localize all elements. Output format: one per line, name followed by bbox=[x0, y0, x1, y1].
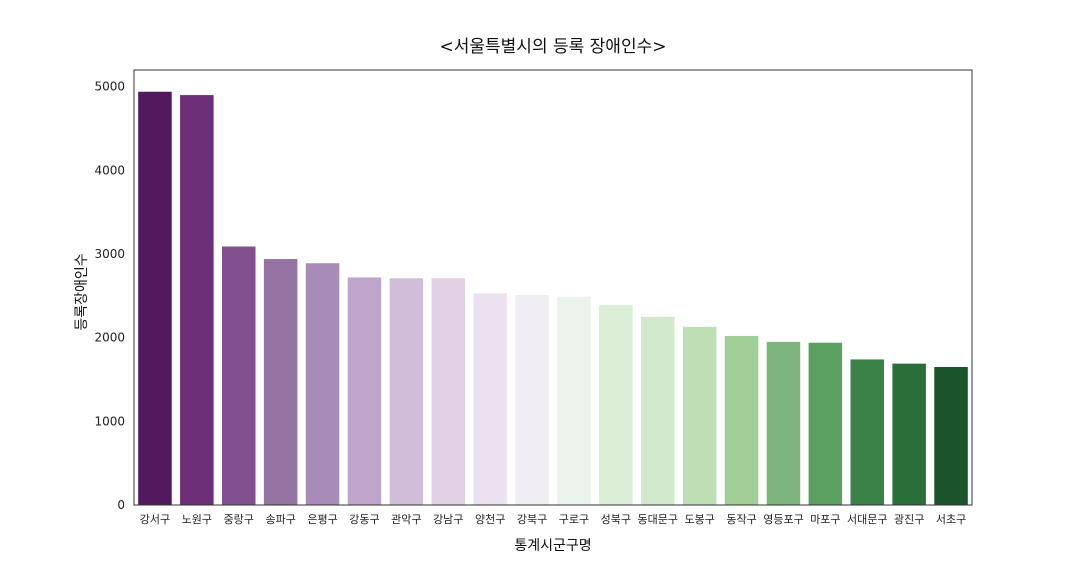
y-tick-label: 2000 bbox=[94, 331, 125, 345]
y-tick-label: 1000 bbox=[94, 414, 125, 428]
bar-노원구 bbox=[180, 95, 214, 505]
x-tick-label: 노원구 bbox=[182, 513, 212, 526]
x-tick-label: 은평구 bbox=[307, 513, 337, 526]
bar-강서구 bbox=[138, 91, 172, 505]
bar-동대문구 bbox=[640, 316, 675, 505]
bar-강북구 bbox=[515, 295, 549, 505]
bar-도봉구 bbox=[682, 326, 717, 505]
x-tick-label: 동대문구 bbox=[638, 513, 678, 526]
x-tick-label: 서초구 bbox=[936, 513, 966, 526]
x-tick-label: 영등포구 bbox=[763, 513, 803, 526]
x-tick-label: 도봉구 bbox=[684, 513, 714, 526]
bar-서대문구 bbox=[850, 359, 885, 505]
x-tick-label: 동작구 bbox=[726, 513, 756, 526]
y-axis-label: 등록장애인수 bbox=[74, 253, 90, 330]
bar-동작구 bbox=[724, 336, 759, 505]
x-tick-label: 송파구 bbox=[265, 513, 295, 526]
plot-frame bbox=[133, 69, 973, 506]
x-tick-label: 중랑구 bbox=[224, 513, 254, 526]
chart-title: <서울특별시의 등록 장애인수> bbox=[440, 37, 667, 57]
bars-group bbox=[138, 91, 968, 505]
bar-광진구 bbox=[892, 363, 926, 505]
bar-강남구 bbox=[431, 278, 466, 505]
x-tick-label: 광진구 bbox=[894, 513, 924, 526]
bar-성북구 bbox=[599, 305, 633, 505]
x-tick-label: 서대문구 bbox=[847, 513, 887, 526]
bar-양천구 bbox=[473, 293, 507, 505]
x-axis-label: 통계시군구명 bbox=[514, 538, 591, 554]
x-tick-label: 구로구 bbox=[559, 513, 589, 526]
x-tick-label: 관악구 bbox=[391, 513, 421, 526]
y-tick-label: 3000 bbox=[94, 247, 125, 261]
bar-강동구 bbox=[347, 277, 382, 505]
x-tick-label: 강동구 bbox=[349, 513, 379, 526]
bar-구로구 bbox=[557, 296, 591, 505]
bar-송파구 bbox=[263, 259, 298, 505]
y-axis: 0 1000 2000 3000 4000 5000 bbox=[94, 80, 125, 512]
x-tick-label: 강서구 bbox=[140, 513, 170, 526]
bar-서초구 bbox=[934, 366, 968, 505]
bar-마포구 bbox=[808, 342, 843, 505]
bar-은평구 bbox=[305, 263, 340, 505]
x-tick-label: 성북구 bbox=[601, 513, 631, 526]
x-axis: 강서구 노원구 중랑구 송파구 은평구 강동구 관악구 강남구 양천구 강북구 구로구 성북구 동대문구… bbox=[140, 512, 966, 526]
bar-영등포구 bbox=[766, 341, 801, 505]
x-tick-label: 강남구 bbox=[433, 513, 463, 526]
y-tick-label: 5000 bbox=[94, 80, 125, 94]
x-tick-label: 양천구 bbox=[475, 512, 505, 526]
bar-관악구 bbox=[389, 278, 424, 505]
y-tick-label: 0 bbox=[117, 498, 125, 512]
x-tick-label: 강북구 bbox=[517, 513, 547, 526]
x-tick-label: 마포구 bbox=[810, 513, 840, 526]
y-tick-label: 4000 bbox=[94, 163, 125, 177]
bar-중랑구 bbox=[221, 246, 256, 505]
